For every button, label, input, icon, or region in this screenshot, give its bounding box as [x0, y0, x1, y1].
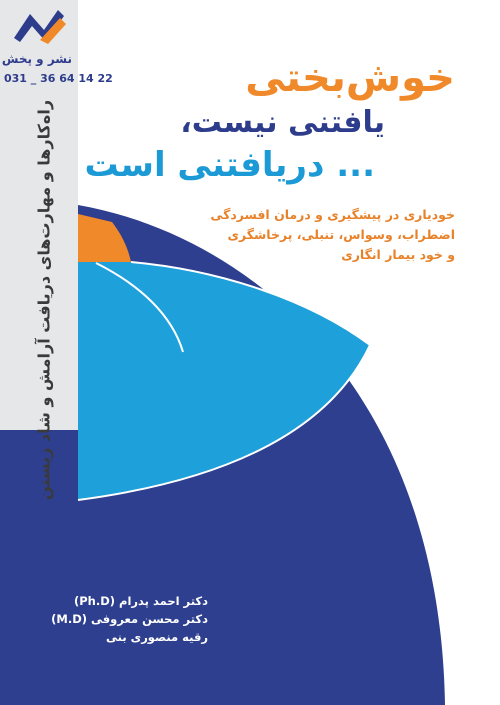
title: یافتنی نیست،: [180, 105, 385, 140]
light-blue-shape: [78, 262, 370, 500]
author: دکتر احمد پدرام (Ph.D): [73, 594, 208, 608]
subtitle-line: اضطراب، وسواس، تنبلی، پرخاشگری: [227, 227, 455, 242]
arc-line: [95, 262, 184, 353]
divider: [130, 261, 371, 346]
subtitle-line: و خود بیمار انگاری: [341, 247, 455, 262]
publisher-phone: 031 _ 36 64 14 22: [4, 72, 113, 85]
subtitle-line: خودیاری در پیشگیری و درمان افسردگی: [210, 207, 455, 222]
author: دکتر محسن معروفی (M.D): [51, 612, 208, 626]
divider: [77, 344, 371, 501]
authors: دکتر احمد پدرام (Ph.D) دکتر محسن معروفی …: [51, 592, 208, 646]
publisher: نشر و پخش کتاب: [0, 52, 72, 66]
side-title: راه‌کارها و مهارت‌های دریافت آرامش و شاد…: [34, 99, 54, 501]
orange-wedge: [78, 214, 131, 262]
author: رقیه منصوری بنی: [106, 630, 208, 644]
publisher-logo: [14, 10, 66, 44]
subtitle: خودیاری در پیشگیری و درمان افسردگی اضطرا…: [210, 205, 455, 265]
title: خوش‌بختی: [245, 55, 455, 101]
title: ... دریافتنی است: [84, 145, 375, 185]
